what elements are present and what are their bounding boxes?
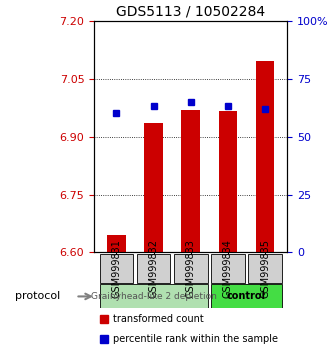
Bar xyxy=(107,235,126,252)
Text: percentile rank within the sample: percentile rank within the sample xyxy=(114,335,278,344)
FancyBboxPatch shape xyxy=(100,254,133,283)
Text: GSM999831: GSM999831 xyxy=(112,239,122,298)
Text: GSM999835: GSM999835 xyxy=(260,239,270,298)
Text: Grainyhead-like 2 depletion: Grainyhead-like 2 depletion xyxy=(91,292,216,301)
Bar xyxy=(144,123,163,252)
Text: control: control xyxy=(227,291,266,302)
Bar xyxy=(219,112,237,252)
Text: transformed count: transformed count xyxy=(114,314,204,324)
Text: GSM999834: GSM999834 xyxy=(223,239,233,298)
FancyBboxPatch shape xyxy=(211,254,245,283)
Bar xyxy=(181,110,200,252)
FancyBboxPatch shape xyxy=(248,254,282,283)
Text: GSM999833: GSM999833 xyxy=(186,239,196,298)
FancyBboxPatch shape xyxy=(137,254,170,283)
Text: protocol: protocol xyxy=(15,291,61,302)
Bar xyxy=(256,61,274,252)
FancyBboxPatch shape xyxy=(100,285,207,308)
FancyBboxPatch shape xyxy=(174,254,207,283)
Title: GDS5113 / 10502284: GDS5113 / 10502284 xyxy=(116,4,265,18)
FancyBboxPatch shape xyxy=(211,285,282,308)
Text: GSM999832: GSM999832 xyxy=(149,239,159,298)
